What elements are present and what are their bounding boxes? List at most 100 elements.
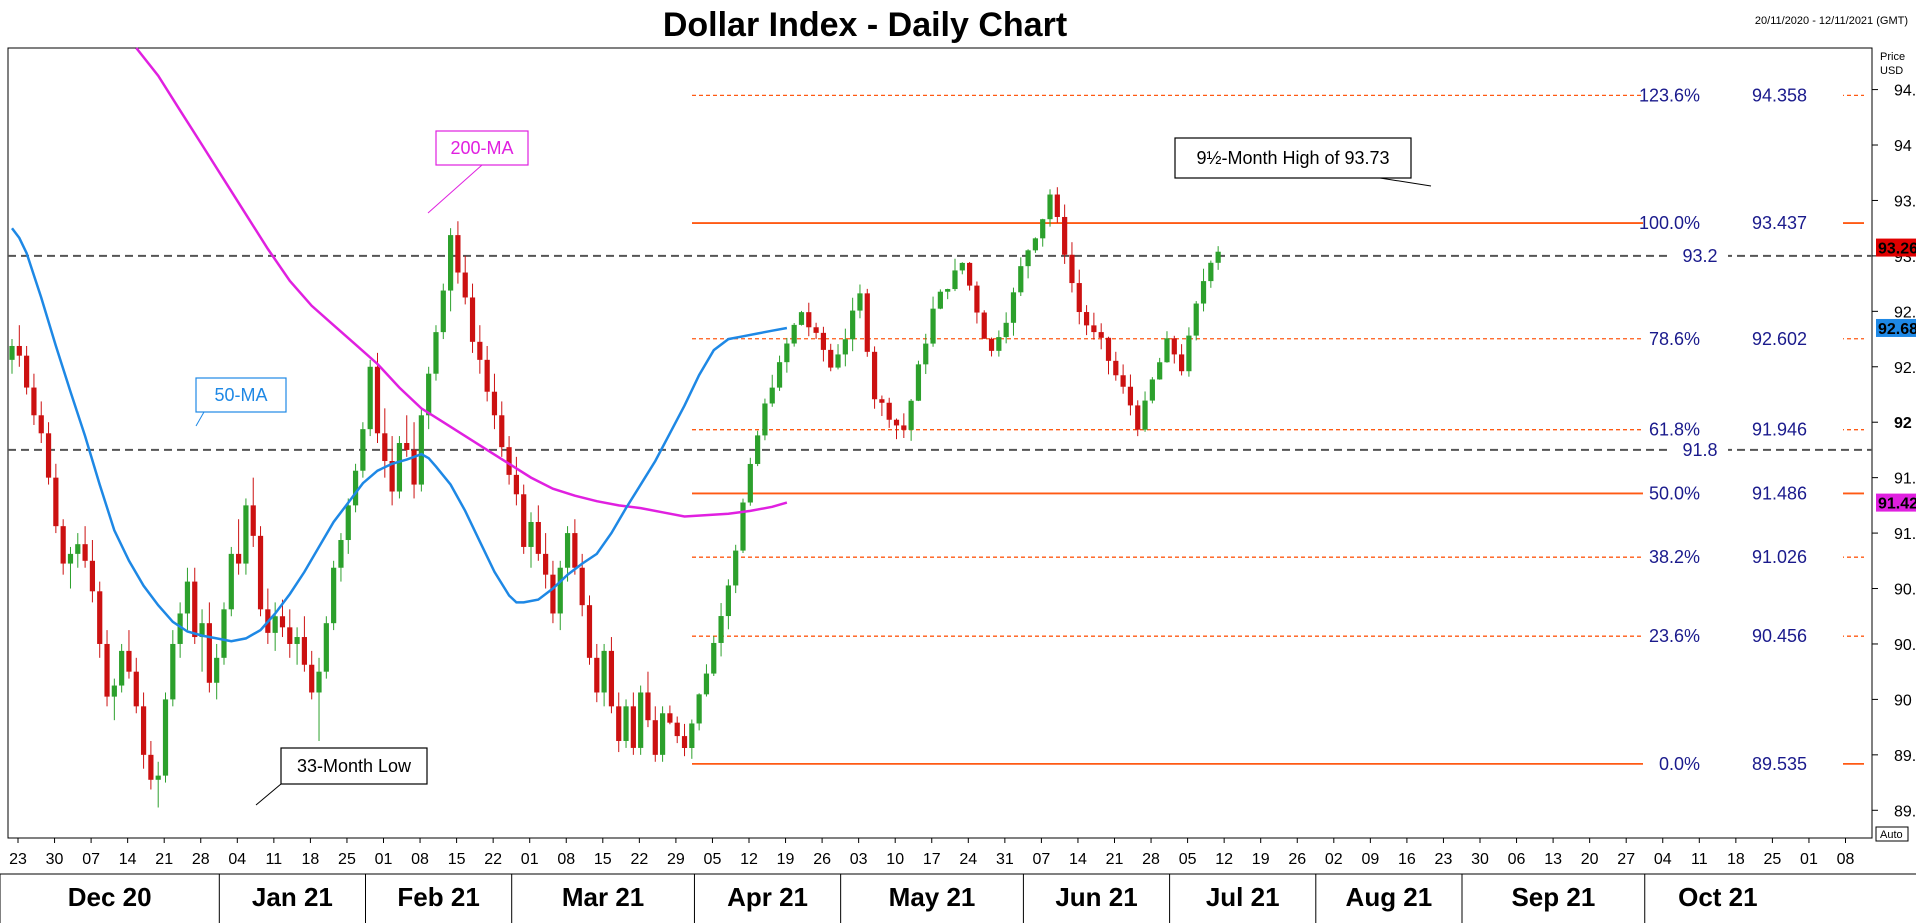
candle-body [126, 650, 132, 672]
fib-pct-label: 100.0% [1639, 213, 1700, 233]
candle-body [886, 402, 892, 420]
candle-body [360, 429, 366, 471]
candle-body [616, 706, 622, 741]
candle-body [24, 355, 30, 388]
month-label: Sep 21 [1511, 882, 1595, 912]
candle-body [850, 310, 856, 340]
fib-value-label: 91.946 [1752, 420, 1807, 440]
levels-layer: 123.6% 94.358 100.0% 93.437 78.6% 92.602 61.8%… [8, 84, 1872, 775]
candle-body [1171, 338, 1177, 355]
y-tick-label: 94 [1894, 138, 1912, 155]
fib-label-bg [1643, 212, 1843, 235]
candle-body [711, 642, 717, 674]
candle-body [608, 650, 615, 707]
x-tick-label: 08 [411, 851, 429, 868]
x-tick-label: 25 [338, 851, 356, 868]
candle-body [382, 433, 388, 462]
fib-value-label: 93.437 [1752, 213, 1807, 233]
candle-body [1025, 250, 1031, 267]
candle-body [1091, 325, 1097, 333]
candle-body [528, 522, 534, 547]
candle-body [696, 694, 702, 724]
fib-pct-label: 0.0% [1659, 754, 1700, 774]
annotations-layer: 200-MA 50-MA 9½-Month High of 93.73 33-Mont… [195, 130, 1432, 806]
x-tick-label: 24 [959, 851, 977, 868]
candle-body [301, 637, 307, 665]
candle-body [630, 706, 636, 748]
x-tick-label: 18 [1727, 851, 1745, 868]
fib-label-bg [1643, 546, 1843, 569]
candle-body [638, 692, 644, 748]
month-label: Aug 21 [1346, 882, 1433, 912]
candle-body [1113, 360, 1119, 376]
candle-body [162, 699, 169, 776]
price-unit-label: Price [1880, 51, 1905, 63]
annotation-leader [1379, 177, 1432, 187]
x-tick-label: 08 [557, 851, 575, 868]
candle-body [915, 364, 922, 401]
fib-pct-label: 38.2% [1649, 547, 1700, 567]
x-tick-label: 07 [82, 851, 100, 868]
candle-body [214, 657, 220, 683]
fib-label-bg [1643, 418, 1843, 441]
x-tick-label: 25 [1764, 851, 1782, 868]
y-tick-label: 90 [1894, 692, 1912, 709]
candle-body [755, 435, 761, 464]
annotation-text: 33-Month Low [297, 756, 412, 776]
candle-body [294, 637, 300, 644]
x-tick-label: 31 [996, 851, 1014, 868]
candle-body [1142, 400, 1148, 430]
annotation-leader [255, 783, 282, 806]
candle-body [923, 343, 929, 365]
candle-body [1120, 375, 1126, 387]
y-tick-label: 90.8 [1894, 582, 1916, 599]
candle-body [250, 505, 256, 536]
candle-body [981, 312, 987, 339]
fib-pct-label: 78.6% [1649, 329, 1700, 349]
level-label-bg [1672, 244, 1728, 267]
x-tick-label: 01 [375, 851, 393, 868]
candle-body [170, 643, 176, 700]
candle-body [367, 366, 373, 430]
candle-body [316, 671, 322, 693]
candle-body [1003, 322, 1009, 338]
candle-body [623, 706, 629, 741]
candle-body [1098, 332, 1104, 338]
candle-body [996, 337, 1002, 351]
fib-pct-label: 50.0% [1649, 483, 1700, 503]
candle-body [82, 544, 88, 561]
auto-label: Auto [1880, 829, 1903, 841]
candle-body [988, 338, 995, 351]
price-badge [1876, 238, 1916, 257]
candle-body [893, 419, 900, 426]
y-tick-label: 92.8 [1894, 304, 1916, 321]
candle-body [469, 297, 476, 342]
annotation-box [280, 747, 428, 785]
annotation-leader [195, 411, 205, 427]
x-tick-label: 22 [484, 851, 502, 868]
x-tick-label: 14 [119, 851, 137, 868]
candle-body [111, 685, 117, 697]
candle-body [835, 354, 841, 368]
candle-body [784, 343, 790, 363]
x-tick-label: 05 [1179, 851, 1197, 868]
candle-body [499, 415, 505, 448]
price-badge [1876, 318, 1916, 337]
candle-body [820, 332, 827, 350]
price-badge-label: 92.68 [1878, 321, 1916, 338]
annotation-box [435, 130, 529, 166]
candle-body [857, 293, 863, 311]
candle-body [1208, 262, 1214, 282]
candle-body [1032, 238, 1038, 251]
candle-body [433, 332, 439, 374]
price-badge [1876, 493, 1916, 512]
candle-body [140, 706, 147, 755]
candle-body [236, 553, 242, 564]
fib-label-bg [1643, 482, 1843, 505]
auto-button[interactable] [1875, 826, 1909, 842]
x-tick-label: 12 [740, 851, 758, 868]
month-label: Feb 21 [397, 882, 479, 912]
x-tick-label: 10 [886, 851, 904, 868]
x-tick-label: 28 [192, 851, 210, 868]
month-label: Mar 21 [562, 882, 644, 912]
